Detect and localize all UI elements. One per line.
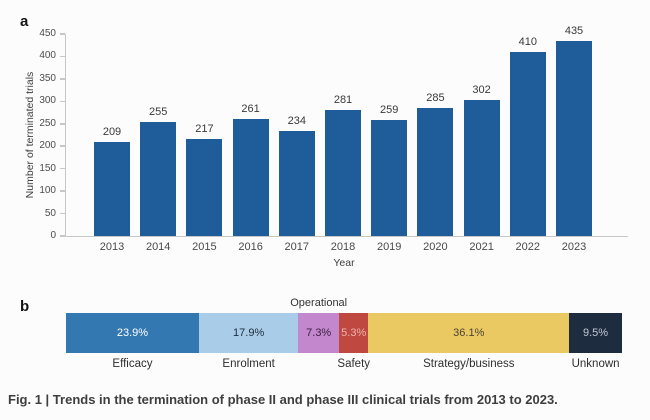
bar-value-label: 255: [149, 105, 168, 118]
bar-value-label: 234: [287, 114, 306, 127]
x-tick-label: 2016: [238, 241, 263, 253]
segment-value-label: 7.3%: [306, 327, 332, 339]
segment-value-label: 9.5%: [582, 327, 609, 339]
bar-value-label: 435: [564, 24, 584, 37]
bar-value-label: 410: [518, 35, 537, 48]
x-tick-label: 2022: [515, 241, 541, 253]
y-axis-label: Number of terminated trials: [24, 71, 36, 199]
y-tick-mark: [60, 167, 65, 170]
y-tick-mark: [60, 100, 65, 103]
x-tick-label: 2015: [192, 241, 217, 253]
bar: [325, 109, 361, 236]
x-tick-label: 2013: [99, 241, 125, 253]
y-tick-label: 300: [39, 95, 56, 107]
bar: [371, 119, 408, 236]
segment-value-label: 36.1%: [453, 327, 485, 339]
bar: [509, 51, 546, 236]
x-tick-label: 2017: [284, 241, 310, 253]
y-tick-label: 450: [39, 28, 56, 39]
bar: [278, 130, 315, 236]
y-tick-mark: [60, 235, 65, 237]
y-tick-label: 400: [39, 50, 56, 62]
stacked-bar-segment: 36.1%: [368, 313, 570, 353]
y-tick-label: 100: [39, 185, 56, 197]
segment-value-label: 17.9%: [233, 327, 265, 339]
bar-value-label: 209: [102, 126, 122, 139]
segment-category-label: Safety: [337, 358, 371, 370]
bar: [186, 138, 223, 236]
y-tick-label: 150: [39, 162, 56, 174]
segment-value-label: 23.9%: [116, 327, 149, 339]
y-tick-mark: [60, 145, 65, 147]
segment-category-label: Efficacy: [112, 358, 153, 370]
segment-value-label: 5.3%: [341, 327, 367, 339]
panel-b-label: b: [20, 298, 30, 315]
operational-label: Operational: [290, 297, 348, 309]
y-tick-label: 250: [39, 117, 56, 129]
stacked-bar: 23.9% 17.9% 7.3% 5.3% 36.1% 9.5% Efficacy Enro…: [66, 297, 622, 370]
segment-category-label: Unknown: [571, 358, 620, 370]
stacked-bar-segment: 9.5%: [569, 313, 622, 353]
bar-value-label: 261: [241, 102, 260, 115]
x-tick-label: 2020: [423, 241, 448, 253]
stacked-bar-segment: 5.3%: [338, 313, 369, 353]
y-tick-mark: [60, 55, 65, 58]
x-tick-label: 2021: [469, 241, 494, 253]
y-tick-mark: [60, 212, 65, 215]
bar-value-label: 281: [333, 93, 353, 106]
y-tick-mark: [60, 78, 65, 80]
bar-value-label: 259: [380, 103, 399, 116]
bar: [232, 118, 269, 236]
bar-value-label: 217: [195, 122, 214, 135]
segment-category-label: Strategy/business: [423, 358, 515, 370]
bar-chart-plot: 0 50 100 150 200 250 300 350 400 450 209 2013 255 201…: [39, 25, 628, 253]
bar: [140, 121, 177, 236]
y-tick-label: 0: [50, 230, 56, 241]
x-axis-label: Year: [333, 257, 355, 269]
x-tick-label: 2023: [561, 241, 587, 253]
y-tick-mark: [60, 190, 65, 192]
bar-value-label: 285: [426, 92, 445, 105]
y-tick-label: 350: [39, 72, 56, 84]
y-tick-label: 50: [44, 207, 56, 219]
bar-value-label: 302: [472, 84, 491, 97]
bar: [94, 142, 130, 236]
y-tick-label: 200: [39, 140, 56, 152]
stacked-bar-segment: 7.3%: [298, 313, 339, 353]
x-tick-label: 2019: [376, 241, 402, 253]
x-tick-label: 2014: [145, 241, 171, 253]
bar: [417, 108, 454, 236]
y-tick-mark: [60, 123, 65, 125]
stacked-bar-segment: 23.9%: [66, 313, 199, 353]
stacked-bar-segment: 17.9%: [198, 313, 299, 353]
bar: [556, 40, 592, 236]
x-tick-label: 2018: [330, 241, 356, 253]
figure-caption: Fig. 1 | Trends in the termination of ph…: [8, 392, 558, 407]
segment-category-label: Enrolment: [222, 358, 275, 370]
bar: [463, 100, 500, 236]
stacked-bar-track: 23.9% 17.9% 7.3% 5.3% 36.1% 9.5%: [66, 313, 622, 353]
panel-a-label: a: [20, 13, 29, 30]
y-tick-mark: [60, 33, 65, 35]
